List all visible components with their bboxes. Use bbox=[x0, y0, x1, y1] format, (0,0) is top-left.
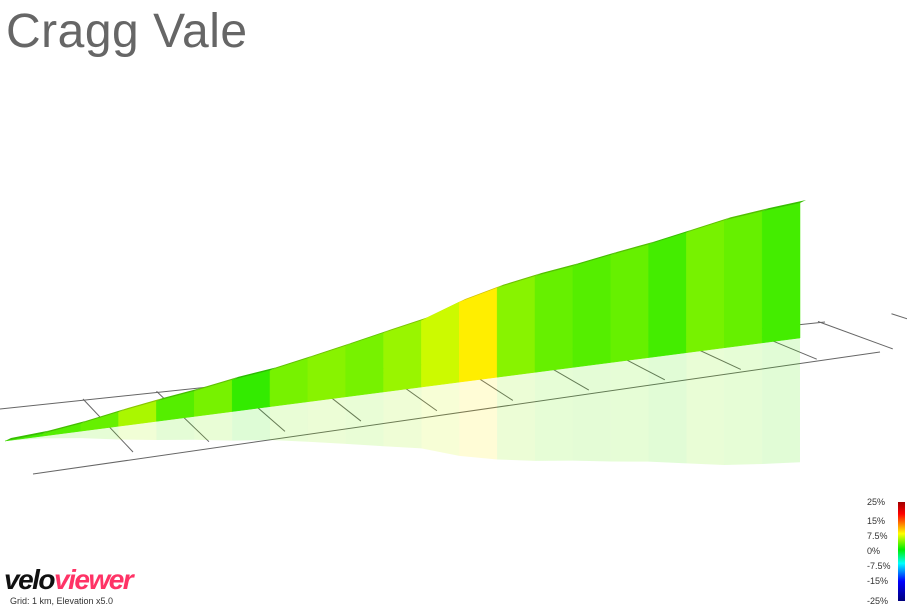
profile-reflection bbox=[5, 338, 800, 466]
ridge-segment bbox=[307, 342, 352, 359]
reflection-segment bbox=[345, 391, 384, 447]
ridge-segment bbox=[345, 329, 390, 346]
ridge-segment bbox=[42, 420, 87, 434]
legend-tick: -7.5% bbox=[867, 561, 891, 571]
profile-segment bbox=[307, 345, 346, 403]
ridge-segment bbox=[724, 208, 769, 221]
profile-segment bbox=[572, 254, 611, 368]
reflection-segment bbox=[383, 387, 422, 449]
profile-segment bbox=[610, 244, 649, 363]
legend-tick: -15% bbox=[867, 576, 889, 586]
reflection-segment bbox=[307, 396, 346, 444]
ridge-segment bbox=[232, 367, 276, 380]
profile-segment bbox=[648, 232, 687, 358]
legend-tick: 7.5% bbox=[867, 531, 888, 541]
reflection-segment bbox=[724, 342, 763, 466]
reflection-segment bbox=[572, 362, 611, 462]
profile-segment bbox=[459, 287, 498, 383]
ridge-segment bbox=[762, 200, 806, 212]
legend-tick: 15% bbox=[867, 516, 886, 526]
ridge-segment bbox=[535, 263, 579, 277]
reflection-segment bbox=[497, 372, 535, 461]
ridge-segment bbox=[648, 229, 693, 245]
reflection-segment bbox=[535, 367, 573, 461]
reflection-segment bbox=[459, 377, 498, 460]
ridge-segment bbox=[421, 298, 466, 321]
profile-segment bbox=[724, 210, 763, 349]
ridge-segment bbox=[194, 376, 239, 392]
grid-front-edge bbox=[32, 351, 881, 475]
profile-segment bbox=[496, 275, 536, 378]
profile-segment bbox=[421, 301, 460, 388]
ridge-segment bbox=[80, 408, 125, 424]
ridge-segment bbox=[572, 251, 617, 267]
reflection-segment bbox=[118, 421, 157, 441]
profile-segment bbox=[686, 220, 725, 353]
profile-segment bbox=[383, 320, 422, 393]
page-title: Cragg Vale bbox=[6, 5, 248, 58]
reflection-segment bbox=[610, 357, 649, 462]
ridge-segment bbox=[383, 317, 428, 333]
logo-text-velo: velo bbox=[4, 564, 56, 595]
reflection-segment bbox=[648, 352, 687, 464]
profile-segment bbox=[534, 265, 574, 373]
ridge-segment bbox=[686, 217, 731, 233]
ridge-segment bbox=[5, 430, 49, 441]
ridge-segment bbox=[270, 355, 314, 371]
ridge-segment bbox=[459, 284, 504, 302]
grid-scale-note: Grid: 1 km, Elevation x5.0 bbox=[10, 596, 114, 606]
profile-ridge bbox=[5, 200, 806, 441]
reflection-segment bbox=[42, 431, 81, 439]
veloviewer-logo[interactable]: veloviewer bbox=[4, 564, 134, 596]
profile-segment bbox=[269, 357, 309, 407]
reflection-segment bbox=[156, 416, 195, 441]
ridge-segment bbox=[156, 388, 201, 402]
profile-segments bbox=[4, 202, 801, 442]
reflection-segment bbox=[421, 382, 460, 456]
grid-cross-line bbox=[817, 321, 893, 350]
profile-segment bbox=[345, 332, 384, 398]
gradient-legend: 25% 15% 7.5% 0% -7.5% -15% -25% bbox=[862, 497, 907, 607]
gradient-color-scale bbox=[898, 502, 905, 601]
reflection-segment bbox=[686, 347, 725, 466]
profile-segment bbox=[761, 202, 801, 344]
ridge-segment bbox=[497, 273, 541, 288]
logo-text-viewer: viewer bbox=[54, 564, 134, 595]
reflection-segment bbox=[232, 406, 270, 441]
reflection-segment bbox=[762, 338, 800, 464]
ridge-segment bbox=[610, 241, 655, 255]
grid-cross-line bbox=[891, 313, 907, 320]
reflection-segment bbox=[194, 411, 233, 441]
legend-tick: -25% bbox=[867, 596, 889, 606]
profile-segment bbox=[231, 370, 271, 412]
reflection-segment bbox=[80, 426, 119, 440]
legend-tick: 25% bbox=[867, 497, 886, 507]
ridge-segment bbox=[118, 398, 163, 412]
legend-tick: 0% bbox=[867, 546, 881, 556]
reflection-segment bbox=[270, 401, 308, 442]
